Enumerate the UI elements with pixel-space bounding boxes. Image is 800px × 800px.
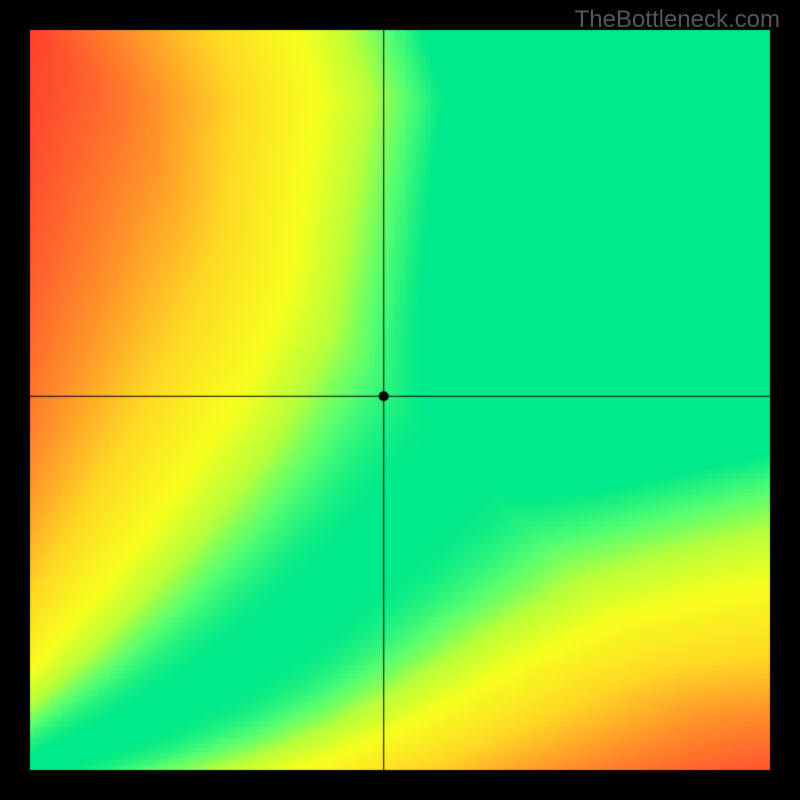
watermark-label: TheBottleneck.com bbox=[575, 6, 780, 34]
chart-container: TheBottleneck.com bbox=[0, 0, 800, 800]
bottleneck-heatmap-canvas bbox=[0, 0, 800, 800]
